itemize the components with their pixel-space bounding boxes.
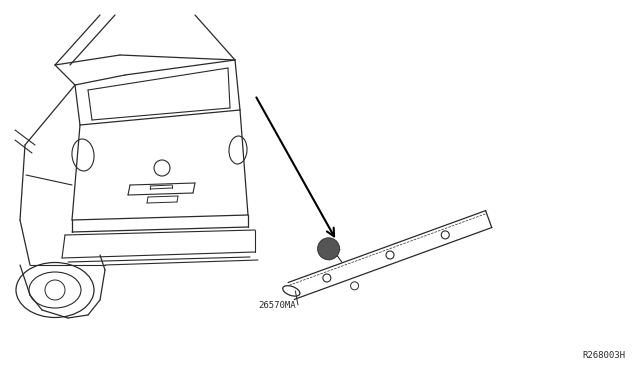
Circle shape — [317, 238, 340, 260]
Text: R268003H: R268003H — [582, 350, 625, 359]
Text: 26570MA: 26570MA — [258, 301, 296, 310]
